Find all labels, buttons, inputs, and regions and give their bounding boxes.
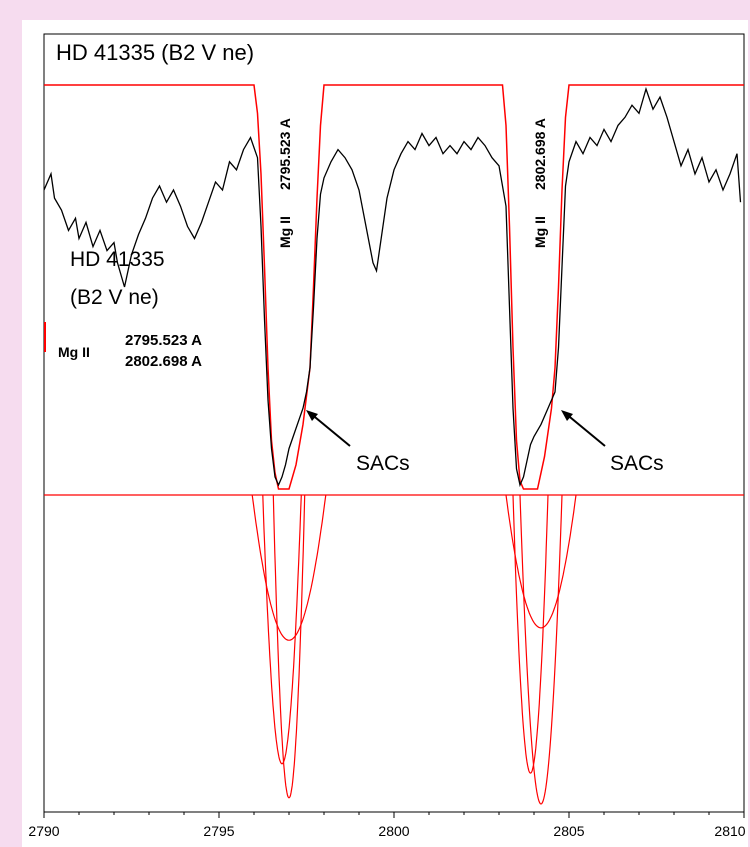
x-tick-label-5: 2810 — [714, 823, 745, 839]
model-profile-line — [44, 84, 744, 490]
sacs-label-1: SACs — [356, 452, 410, 475]
legend-wavelength-2: 2802.698 A — [125, 353, 202, 370]
x-tick-label-1: 2790 — [28, 823, 59, 839]
legend-ion: Mg II — [58, 344, 90, 360]
observed-layer — [43, 86, 742, 488]
line-id-2: Mg II 2802.698 A — [532, 118, 548, 248]
x-tick-label-2: 2795 — [203, 823, 234, 839]
plot-background — [22, 20, 748, 847]
component-curve-1 — [272, 494, 306, 799]
sacs-arrowhead-1 — [306, 410, 318, 421]
legend-wavelength-1: 2795.523 A — [125, 332, 202, 349]
sacs-label-2: SACs — [610, 452, 664, 475]
x-tick-label-4: 2805 — [553, 823, 584, 839]
line-id-2-ion: Mg II — [532, 216, 548, 248]
line-id-2-wavelength: 2802.698 A — [532, 118, 548, 190]
legend-spectral-type: (B2 V ne) — [70, 286, 159, 309]
component-curve-3 — [251, 494, 327, 641]
model-layer — [44, 84, 744, 490]
line-id-1-ion: Mg II — [277, 216, 293, 248]
component-curve-5 — [512, 494, 549, 774]
sacs-arrowhead-2 — [561, 410, 573, 421]
x-tick-label-3: 2800 — [378, 823, 409, 839]
legend-star-name: HD 41335 — [70, 248, 165, 271]
component-curve-4 — [519, 494, 563, 805]
components-layer — [44, 494, 744, 805]
sacs-arrow-1 — [309, 412, 351, 447]
line-id-1: Mg II 2795.523 A — [277, 118, 293, 248]
component-curve-6 — [505, 494, 577, 629]
x-axis: 2790 2795 2800 2805 2810 — [28, 812, 746, 839]
plot-frame — [43, 33, 745, 813]
sacs-arrow-2 — [564, 412, 606, 447]
observed-spectrum-line — [43, 86, 742, 488]
chart-title: HD 41335 (B2 V ne) — [56, 40, 254, 65]
line-id-1-wavelength: 2795.523 A — [277, 118, 293, 190]
component-curve-2 — [262, 494, 302, 765]
